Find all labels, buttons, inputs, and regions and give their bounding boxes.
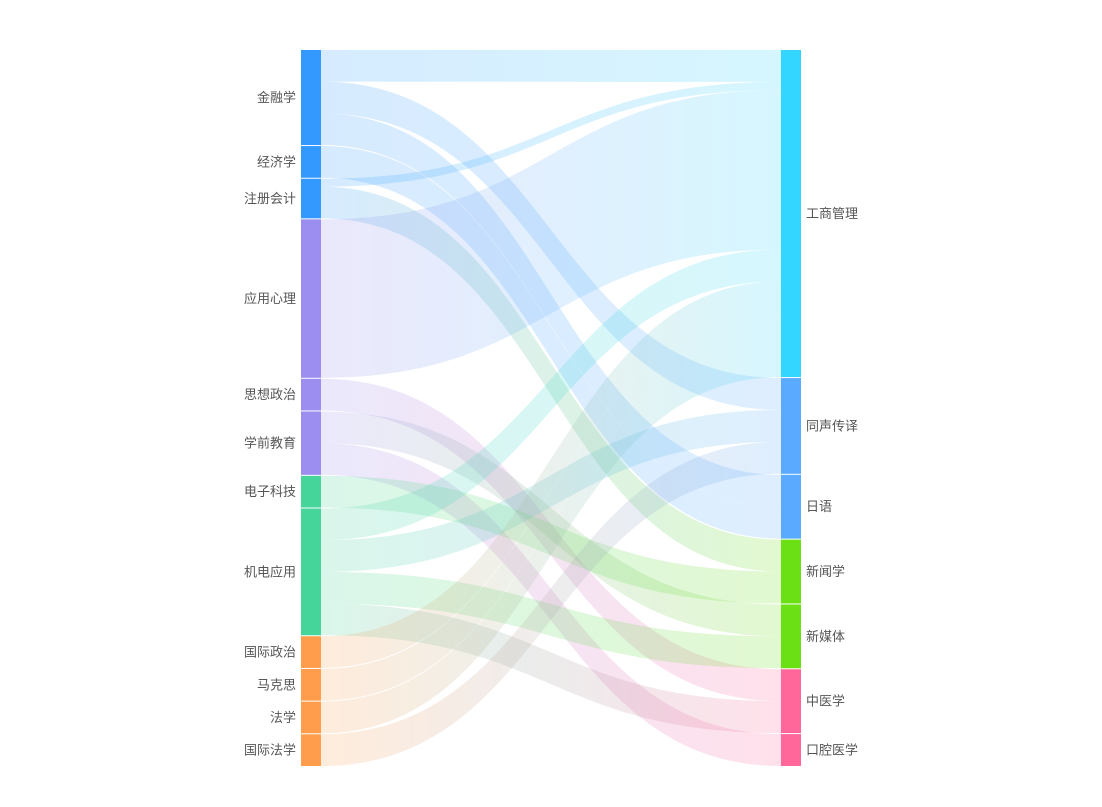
sankey-link-机电应用-新媒体[interactable] — [321, 571, 781, 669]
sankey-node-日语[interactable] — [781, 474, 801, 539]
sankey-link-注册会计-工商管理[interactable] — [321, 81, 781, 187]
sankey-node-label-法学: 法学 — [270, 710, 296, 726]
sankey-node-中医学[interactable] — [781, 669, 801, 734]
sankey-link-马克思-工商管理[interactable] — [321, 313, 781, 701]
sankey-node-新闻学[interactable] — [781, 539, 801, 604]
sankey-node-工商管理[interactable] — [781, 50, 801, 378]
sankey-node-label-同声传译: 同声传译 — [806, 419, 858, 434]
sankey-node-同声传译[interactable] — [781, 378, 801, 474]
sankey-link-经济学-日语[interactable] — [321, 146, 781, 539]
sankey-node-label-注册会计: 注册会计 — [244, 192, 296, 207]
links-layer — [321, 50, 781, 766]
sankey-node-国际政治[interactable] — [301, 636, 321, 668]
sankey-link-法学-工商管理[interactable] — [321, 345, 781, 734]
sankey-link-机电应用-同声传译[interactable] — [321, 409, 781, 572]
sankey-node-电子科技[interactable] — [301, 475, 321, 508]
sankey-node-label-口腔医学: 口腔医学 — [806, 743, 858, 759]
sankey-node-label-学前教育: 学前教育 — [244, 436, 296, 452]
sankey-link-应用心理-工商管理[interactable] — [321, 89, 781, 378]
sankey-node-法学[interactable] — [301, 701, 321, 734]
sankey-node-label-新闻学: 新闻学 — [806, 564, 845, 580]
sankey-node-思想政治[interactable] — [301, 378, 321, 411]
sankey-node-label-金融学: 金融学 — [257, 90, 296, 106]
sankey-node-金融学[interactable] — [301, 50, 321, 146]
sankey-link-金融学-工商管理[interactable] — [321, 50, 781, 82]
sankey-link-机电应用-工商管理[interactable] — [321, 249, 781, 541]
sankey-node-经济学[interactable] — [301, 146, 321, 178]
sankey-node-label-马克思: 马克思 — [257, 678, 296, 693]
sankey-node-应用心理[interactable] — [301, 219, 321, 378]
labels-layer: 金融学经济学注册会计应用心理思想政治学前教育电子科技机电应用国际政治马克思法学国… — [244, 90, 858, 759]
sankey-node-马克思[interactable] — [301, 668, 321, 701]
sankey-node-label-工商管理: 工商管理 — [806, 207, 858, 222]
sankey-node-label-新媒体: 新媒体 — [806, 629, 845, 645]
sankey-node-label-国际法学: 国际法学 — [244, 743, 296, 759]
sankey-node-学前教育[interactable] — [301, 411, 321, 475]
sankey-node-label-中医学: 中医学 — [806, 694, 845, 710]
sankey-node-label-应用心理: 应用心理 — [244, 291, 296, 307]
sankey-node-注册会计[interactable] — [301, 178, 321, 219]
sankey-node-新媒体[interactable] — [781, 604, 801, 669]
sankey-link-国际法学-同声传译[interactable] — [321, 441, 781, 766]
sankey-node-国际法学[interactable] — [301, 734, 321, 766]
sankey-node-label-国际政治: 国际政治 — [244, 646, 296, 661]
sankey-node-label-电子科技: 电子科技 — [244, 485, 296, 500]
sankey-node-label-思想政治: 思想政治 — [244, 387, 296, 403]
sankey-node-label-机电应用: 机电应用 — [244, 564, 296, 580]
sankey-node-机电应用[interactable] — [301, 508, 321, 636]
sankey-node-label-经济学: 经济学 — [257, 154, 296, 170]
sankey-node-label-日语: 日语 — [806, 500, 832, 515]
sankey-node-口腔医学[interactable] — [781, 734, 801, 766]
nodes-layer — [301, 50, 801, 766]
sankey-link-国际政治-工商管理[interactable] — [321, 281, 781, 668]
